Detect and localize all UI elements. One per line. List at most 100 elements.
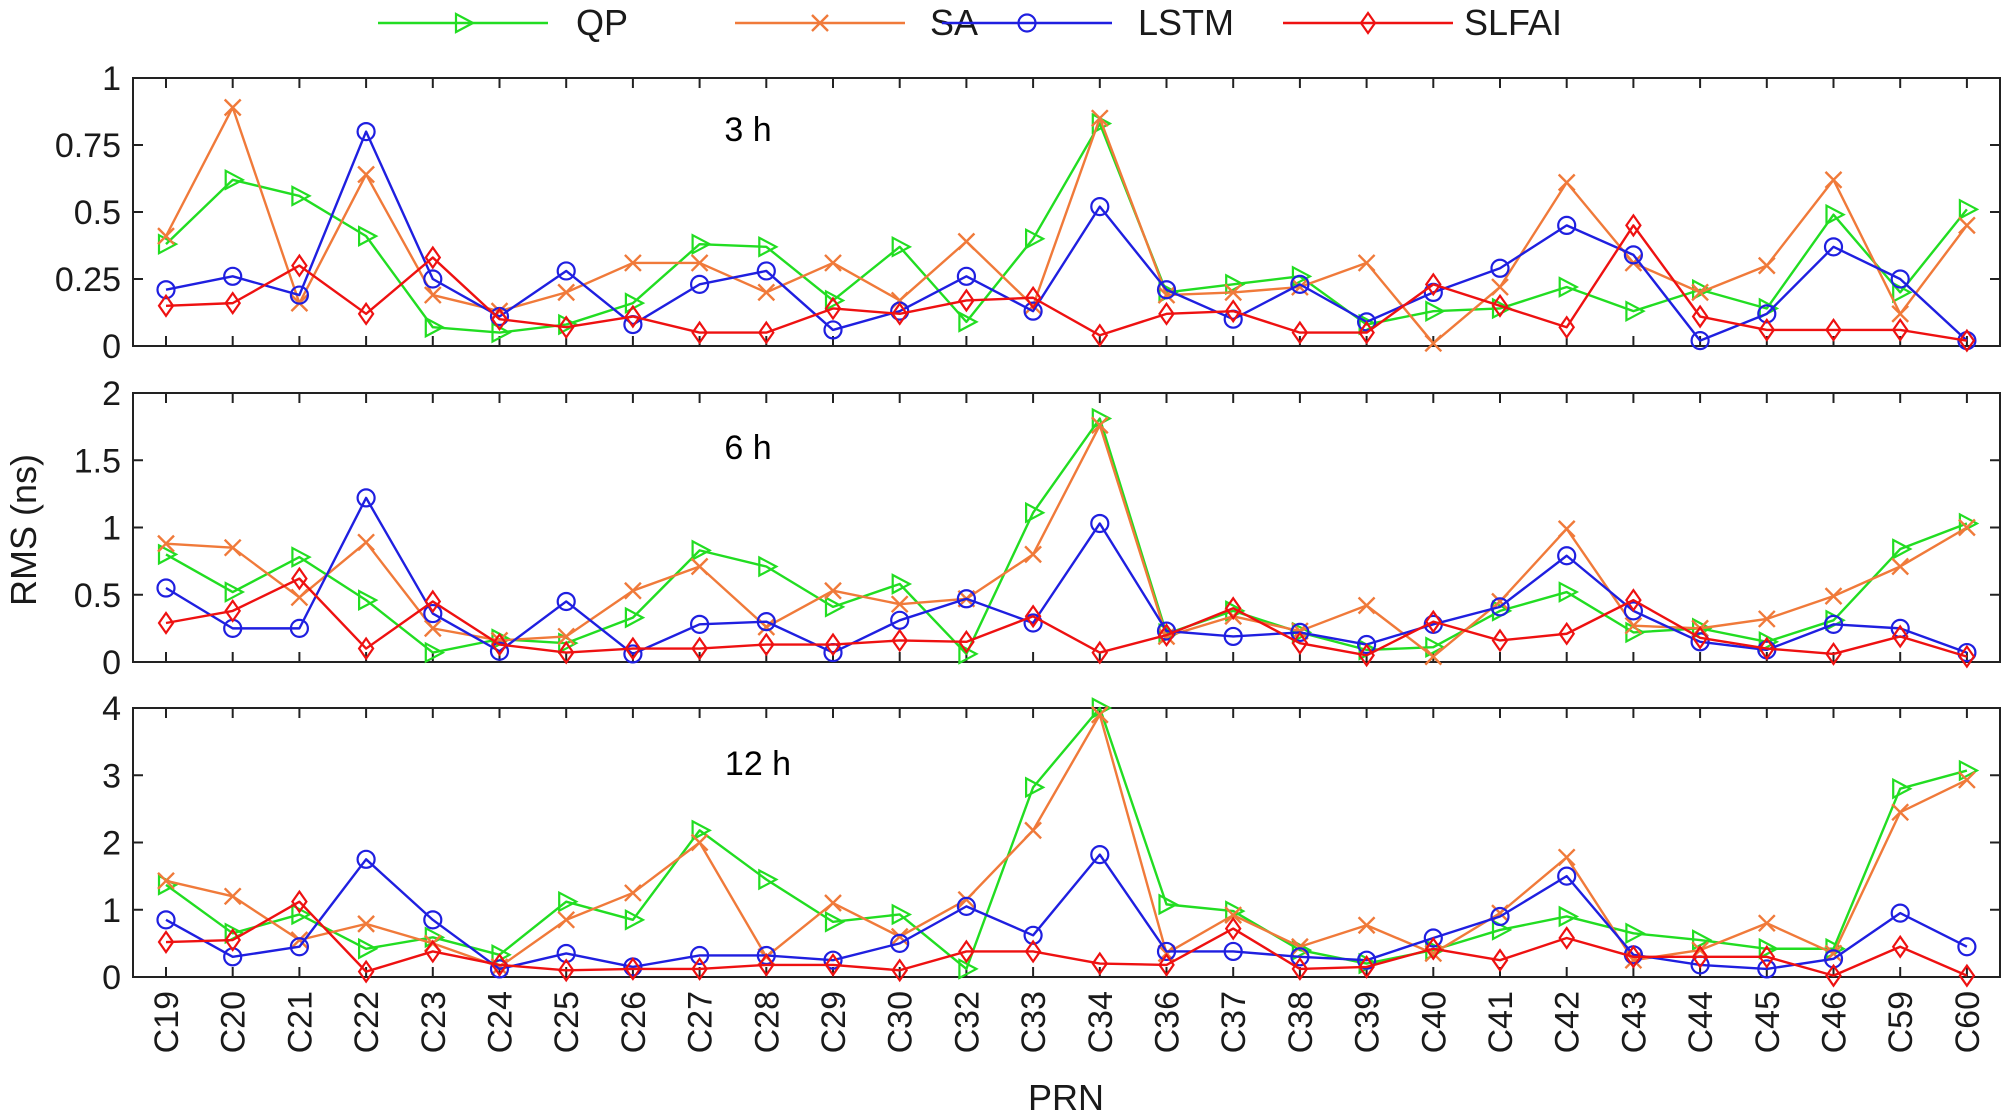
- data-point-slfai-c22: [357, 959, 375, 984]
- data-point-lstm-c41: [1490, 258, 1510, 278]
- data-point-sa-c37: [1224, 906, 1243, 924]
- series-line-qp: [165, 706, 1968, 971]
- data-point-lstm-c41: [1490, 906, 1510, 927]
- data-point-sa-c34: [1090, 705, 1109, 724]
- data-point-qp-c26: [624, 606, 646, 629]
- data-point-sa-c39: [1357, 596, 1376, 615]
- data-point-slfai-c34: [1091, 323, 1109, 348]
- data-point-sa-c34: [1090, 416, 1109, 435]
- data-point-slfai-c33: [1024, 604, 1042, 629]
- data-point-lstm-c29: [823, 950, 843, 970]
- data-point-sa-c39: [1357, 916, 1376, 935]
- data-point-sa-c44: [1691, 283, 1709, 302]
- data-point-slfai-c37: [1224, 299, 1242, 324]
- data-point-sa-c60: [1958, 771, 1976, 789]
- legend: QP SA LSTM SLFAI: [378, 2, 1562, 43]
- series-line-lstm: [165, 130, 1968, 342]
- data-point-lstm-c44: [1690, 331, 1710, 351]
- x-tick-label-c26: C26: [615, 991, 653, 1053]
- data-point-slfai-c22: [357, 636, 375, 661]
- data-point-slfai-c40: [1424, 272, 1442, 297]
- data-point-qp-c40: [1425, 636, 1446, 659]
- data-point-qp-c46: [1825, 203, 1846, 226]
- data-point-slfai-c21: [291, 889, 308, 914]
- series-line-lstm: [165, 496, 1968, 656]
- data-point-sa-c60: [1958, 216, 1976, 235]
- data-point-lstm-c22: [356, 849, 376, 869]
- data-point-lstm-c60: [1957, 642, 1977, 663]
- x-tick-label-c37: C37: [1215, 991, 1253, 1053]
- data-point-slfai-c41: [1491, 293, 1509, 318]
- data-point-lstm-c19: [156, 910, 176, 930]
- x-axis: C19 C20 C21 C22 C23 C24 C25 C26 C27 C28 C29 C30 C32 C…: [148, 991, 1987, 1053]
- data-point-sa-c59: [1891, 304, 1910, 323]
- data-point-slfai-c28: [757, 952, 775, 977]
- data-point-slfai-c36: [1158, 623, 1175, 648]
- data-point-qp-c36: [1158, 893, 1179, 916]
- data-point-sa-c21: [290, 588, 309, 607]
- data-point-lstm-c34: [1090, 845, 1110, 865]
- y-tick-label: 2: [102, 825, 121, 863]
- y-axis-label: RMS (ns): [3, 454, 44, 606]
- data-point-slfai-c21: [291, 253, 308, 278]
- panel-label: 12 h: [725, 745, 791, 783]
- data-point-sa-c32: [957, 890, 976, 909]
- data-point-slfai-c25: [557, 958, 575, 983]
- data-point-sa-c26: [624, 884, 642, 902]
- data-point-qp-c20: [224, 169, 246, 191]
- data-point-lstm-c39: [1356, 634, 1377, 655]
- data-point-sa-c42: [1557, 519, 1576, 538]
- data-point-slfai-c29: [824, 952, 842, 977]
- data-point-slfai-c46: [1825, 318, 1842, 342]
- data-point-slfai-c37: [1224, 916, 1242, 941]
- legend-item-lstm: LSTM: [942, 2, 1234, 43]
- y-tick-label: 1.5: [74, 442, 121, 480]
- data-point-lstm-c33: [1023, 301, 1043, 321]
- series-sa: [157, 705, 1976, 976]
- data-point-slfai-c32: [958, 939, 975, 964]
- data-point-sa-c20: [223, 887, 242, 906]
- data-point-slfai-c40: [1424, 609, 1442, 634]
- x-tick-label-c36: C36: [1149, 991, 1187, 1053]
- data-point-qp-c43: [1625, 300, 1646, 322]
- data-point-qp-c43: [1625, 922, 1646, 945]
- y-tick-label: 0.5: [74, 194, 121, 232]
- data-point-slfai-c43: [1625, 944, 1642, 969]
- data-point-slfai-c20: [224, 291, 242, 316]
- series-line-qp: [165, 417, 1968, 656]
- data-point-slfai-c43: [1625, 588, 1642, 613]
- data-point-lstm-c21: [289, 937, 309, 957]
- data-point-slfai-c36: [1158, 301, 1175, 326]
- data-point-lstm-c42: [1557, 215, 1577, 235]
- data-point-qp-c28: [758, 868, 779, 891]
- data-point-lstm-c41: [1490, 597, 1510, 617]
- data-point-lstm-c34: [1090, 197, 1110, 217]
- data-point-slfai-c34: [1091, 951, 1109, 976]
- data-point-lstm-c36: [1156, 280, 1177, 300]
- data-point-slfai-c19: [157, 611, 175, 635]
- x-tick-label-c28: C28: [748, 991, 786, 1053]
- data-point-lstm-c21: [289, 618, 309, 638]
- data-point-qp-c27: [691, 539, 712, 562]
- x-tick-label-c44: C44: [1682, 991, 1720, 1053]
- x-tick-label-c22: C22: [348, 991, 386, 1053]
- data-point-sa-c22: [357, 915, 375, 933]
- data-point-slfai-c40: [1424, 936, 1442, 961]
- x-tick-label-c24: C24: [482, 991, 520, 1053]
- data-point-lstm-c25: [556, 261, 576, 281]
- series-sa: [157, 98, 1976, 353]
- data-point-sa-c39: [1357, 254, 1376, 272]
- data-point-slfai-c41: [1491, 948, 1509, 973]
- legend-marker-sa: [811, 14, 829, 32]
- data-point-slfai-c30: [891, 958, 909, 983]
- data-point-sa-c20: [223, 538, 242, 557]
- data-point-lstm-c28: [756, 261, 776, 281]
- data-point-slfai-c60: [1958, 328, 1976, 353]
- data-point-slfai-c42: [1558, 926, 1576, 950]
- data-point-lstm-c30: [890, 933, 910, 953]
- y-tick-label: 0: [102, 959, 121, 997]
- data-point-qp-c20: [224, 581, 246, 603]
- data-point-lstm-c45: [1757, 304, 1777, 324]
- data-point-slfai-c39: [1358, 643, 1375, 668]
- data-point-sa-c20: [223, 98, 242, 117]
